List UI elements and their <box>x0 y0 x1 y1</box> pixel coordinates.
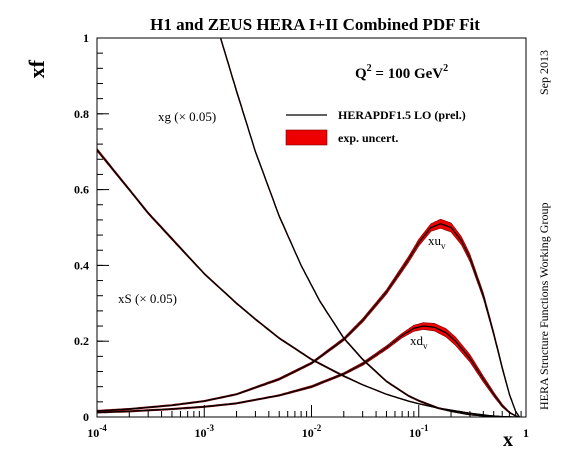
y-tick-label: 0 <box>83 410 89 424</box>
curve-xg <box>219 38 516 417</box>
y-tick-label: 0.2 <box>74 334 89 348</box>
legend-label-uncert: exp. uncert. <box>338 131 398 145</box>
x-tick-label: 10-3 <box>195 423 215 440</box>
x-tick-label: 10-2 <box>302 423 322 440</box>
curve-label-xuv: xuv <box>428 233 446 251</box>
y-tick-label: 0.6 <box>74 183 89 197</box>
q2-annotation: Q2 = 100 GeV2 <box>355 63 448 82</box>
y-tick-label: 1 <box>83 31 89 45</box>
date-side-label: Sep 2013 <box>537 50 551 95</box>
legend: HERAPDF1.5 LO (prel.) exp. uncert. <box>285 108 466 146</box>
x-tick-label: 10-1 <box>409 423 429 440</box>
curve-xuv <box>97 223 521 417</box>
y-axis-title: xf <box>24 59 49 78</box>
axes: 0 0.2 0.4 0.6 0.8 1 10-4 10-3 10-2 10-1 1 <box>74 31 529 440</box>
chart-title: H1 and ZEUS HERA I+II Combined PDF Fit <box>150 15 480 34</box>
band-xS <box>97 147 516 417</box>
band-xdv <box>97 322 520 417</box>
q2-text: Q2 = 100 GeV2 <box>355 63 448 82</box>
x-tick-label: 1 <box>523 426 529 440</box>
y-tick-label: 0.8 <box>74 107 89 121</box>
curve-xdv <box>97 325 520 417</box>
curve-label-xS: xS (× 0.05) <box>118 291 177 306</box>
y-tick-label: 0.4 <box>74 258 89 272</box>
curve-labels: xg (× 0.05) xS (× 0.05) xuv xdv <box>118 109 446 351</box>
plot-area: xg (× 0.05) xS (× 0.05) xuv xdv <box>97 38 521 417</box>
curve-xS <box>97 149 516 417</box>
curve-label-xg: xg (× 0.05) <box>158 109 216 124</box>
legend-label-central: HERAPDF1.5 LO (prel.) <box>338 108 466 122</box>
x-axis-title: x <box>503 429 513 451</box>
pdf-curves <box>97 38 521 417</box>
group-side-label: HERA Structure Functions Working Group <box>537 203 551 410</box>
x-tick-label: 10-4 <box>87 423 107 440</box>
legend-band-swatch <box>285 129 328 146</box>
curve-label-xdv: xdv <box>410 333 428 351</box>
